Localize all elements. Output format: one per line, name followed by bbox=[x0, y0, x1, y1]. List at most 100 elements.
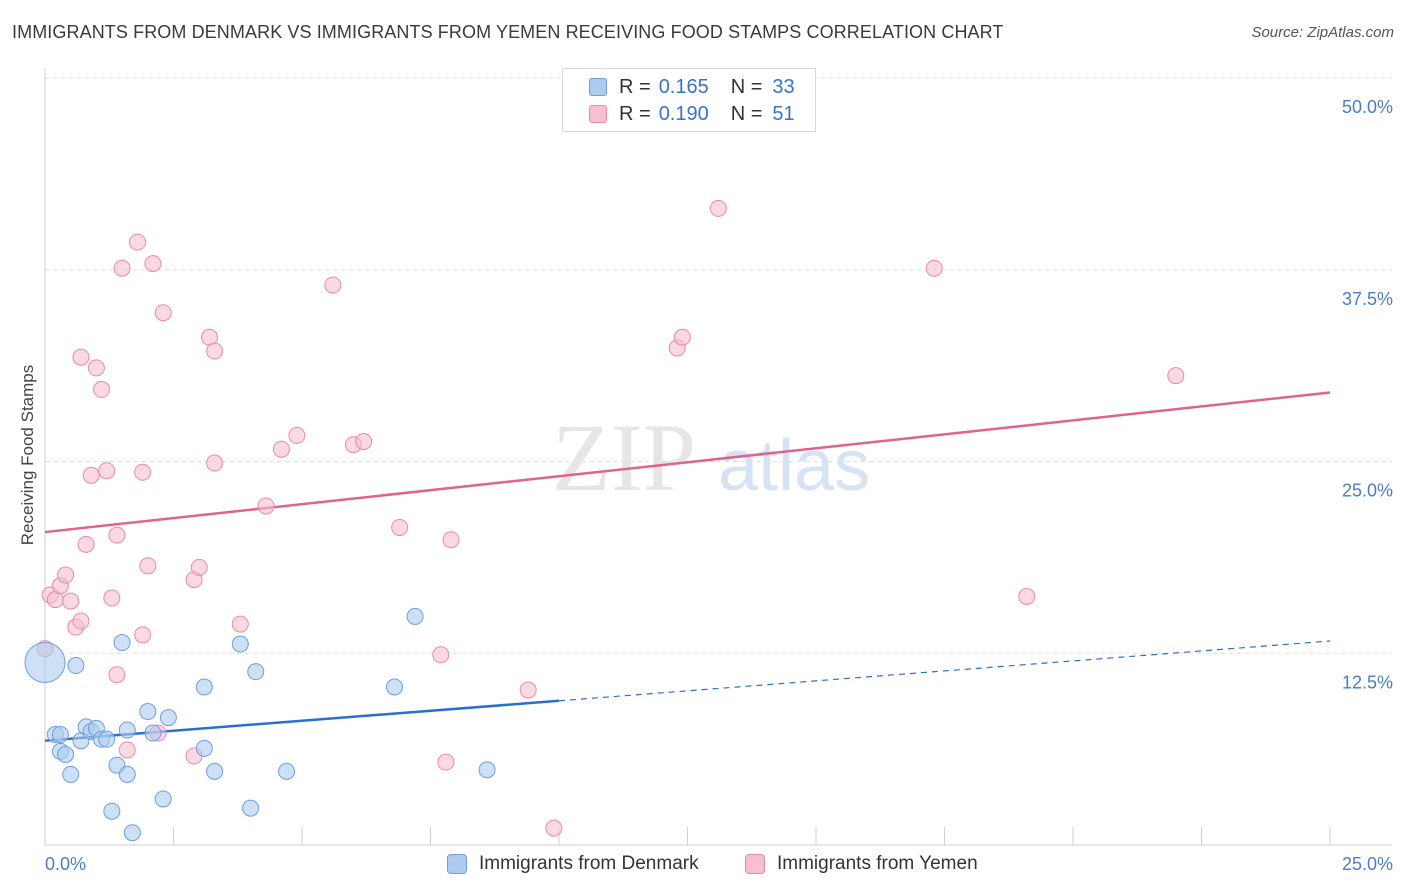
yemen-point bbox=[118, 741, 136, 759]
legend-r-label: R = bbox=[619, 102, 651, 125]
yemen-point bbox=[72, 348, 90, 366]
denmark-point bbox=[206, 762, 224, 780]
yemen-point bbox=[113, 259, 131, 277]
denmark-point bbox=[62, 765, 80, 783]
denmark-point bbox=[195, 739, 213, 757]
denmark-trend-extension bbox=[558, 640, 1331, 702]
yemen-point bbox=[545, 819, 563, 837]
yemen-point bbox=[108, 526, 126, 544]
y-tick-label: 37.5% bbox=[1342, 289, 1393, 309]
yemen-swatch bbox=[589, 105, 607, 123]
yemen-point bbox=[519, 681, 537, 699]
denmark-point bbox=[406, 607, 424, 625]
legend-n-label: N = bbox=[730, 75, 763, 98]
denmark-point bbox=[159, 709, 177, 727]
yemen-point bbox=[324, 276, 342, 294]
yemen-point bbox=[190, 558, 208, 576]
yemen-point bbox=[1018, 587, 1036, 605]
yemen-point bbox=[206, 342, 224, 360]
denmark-point bbox=[118, 721, 136, 739]
legend-n-label: N = bbox=[730, 102, 763, 125]
denmark-point bbox=[247, 663, 265, 681]
source-label: Source: ZipAtlas.com bbox=[1251, 24, 1394, 41]
watermark-atlas: atlas bbox=[718, 426, 870, 506]
denmark-point bbox=[98, 730, 116, 748]
denmark-point bbox=[24, 641, 66, 683]
yemen-point bbox=[154, 304, 172, 322]
yemen-point bbox=[72, 612, 90, 630]
yemen-point bbox=[391, 518, 409, 536]
yemen-point bbox=[87, 359, 105, 377]
denmark-point bbox=[278, 762, 296, 780]
denmark-point bbox=[154, 790, 172, 808]
y-tick-label: 50.0% bbox=[1342, 97, 1393, 117]
yemen-point bbox=[288, 426, 306, 444]
yemen-legend-label: Immigrants from Yemen bbox=[777, 853, 978, 874]
legend-r-label: R = bbox=[619, 75, 651, 98]
yemen-point bbox=[432, 646, 450, 664]
denmark-point bbox=[118, 765, 136, 783]
grid-lines bbox=[45, 77, 1392, 654]
yemen-point bbox=[257, 497, 275, 515]
denmark-legend-swatch bbox=[447, 854, 467, 874]
yemen-point bbox=[103, 589, 121, 607]
yemen-point bbox=[925, 259, 943, 277]
denmark-legend-label: Immigrants from Denmark bbox=[479, 853, 699, 874]
denmark-point bbox=[144, 724, 162, 742]
denmark-point bbox=[139, 703, 157, 721]
yemen-point bbox=[77, 535, 95, 553]
yemen-point bbox=[62, 592, 80, 610]
yemen-point bbox=[134, 626, 152, 644]
yemen-point bbox=[206, 454, 224, 472]
denmark-point bbox=[386, 678, 404, 696]
chart-title: IMMIGRANTS FROM DENMARK VS IMMIGRANTS FR… bbox=[12, 22, 1004, 42]
x-tick-label-max: 25.0% bbox=[1342, 854, 1393, 874]
yemen-point bbox=[57, 566, 75, 584]
denmark-point bbox=[195, 678, 213, 696]
data-points bbox=[24, 199, 1185, 842]
tick-labels: 12.5% 25.0% 37.5% 50.0% 0.0% 25.0% bbox=[45, 97, 1393, 874]
denmark-point bbox=[242, 799, 260, 817]
yemen-point bbox=[709, 199, 727, 217]
watermark-zip: ZIP bbox=[552, 404, 696, 511]
y-tick-label: 25.0% bbox=[1342, 481, 1393, 501]
denmark-point bbox=[478, 761, 496, 779]
bottom-legend-denmark: Immigrants from Denmark bbox=[447, 851, 699, 877]
axes bbox=[44, 68, 1392, 846]
denmark-swatch bbox=[589, 78, 607, 96]
legend-row-denmark: R = 0.165 N = 33 bbox=[589, 75, 795, 99]
yemen-point bbox=[231, 615, 249, 633]
yemen-point bbox=[144, 255, 162, 273]
denmark-point bbox=[103, 802, 121, 820]
yemen-point bbox=[1167, 367, 1185, 385]
yemen-point bbox=[98, 462, 116, 480]
yemen-legend-swatch bbox=[745, 854, 765, 874]
yemen-point bbox=[139, 557, 157, 575]
watermark: ZIP atlas bbox=[552, 404, 870, 511]
yemen-point bbox=[134, 463, 152, 481]
x-tick-label-min: 0.0% bbox=[45, 854, 86, 874]
yemen-point bbox=[442, 531, 460, 549]
denmark-point bbox=[123, 824, 141, 842]
yemen-point bbox=[673, 328, 691, 346]
denmark-point bbox=[67, 657, 85, 675]
bottom-legend-yemen: Immigrants from Yemen bbox=[745, 851, 978, 877]
legend-r-value-denmark: 0.165 bbox=[658, 75, 709, 98]
yemen-point bbox=[355, 433, 373, 451]
denmark-point bbox=[57, 745, 75, 763]
denmark-point bbox=[51, 726, 69, 744]
denmark-point bbox=[113, 634, 131, 652]
y-tick-label: 12.5% bbox=[1342, 672, 1393, 692]
yemen-point bbox=[93, 380, 111, 398]
legend-r-value-yemen: 0.190 bbox=[658, 102, 709, 125]
yemen-point bbox=[272, 440, 290, 458]
legend-n-value-denmark: 33 bbox=[772, 75, 795, 98]
denmark-point bbox=[231, 635, 249, 653]
legend-n-value-yemen: 51 bbox=[772, 102, 795, 125]
yemen-point bbox=[82, 466, 100, 484]
legend-row-yemen: R = 0.190 N = 51 bbox=[589, 102, 795, 126]
yemen-point bbox=[129, 233, 147, 251]
correlation-legend: R = 0.165 N = 33 R = 0.190 N = 51 bbox=[562, 68, 816, 132]
yemen-point bbox=[108, 666, 126, 684]
